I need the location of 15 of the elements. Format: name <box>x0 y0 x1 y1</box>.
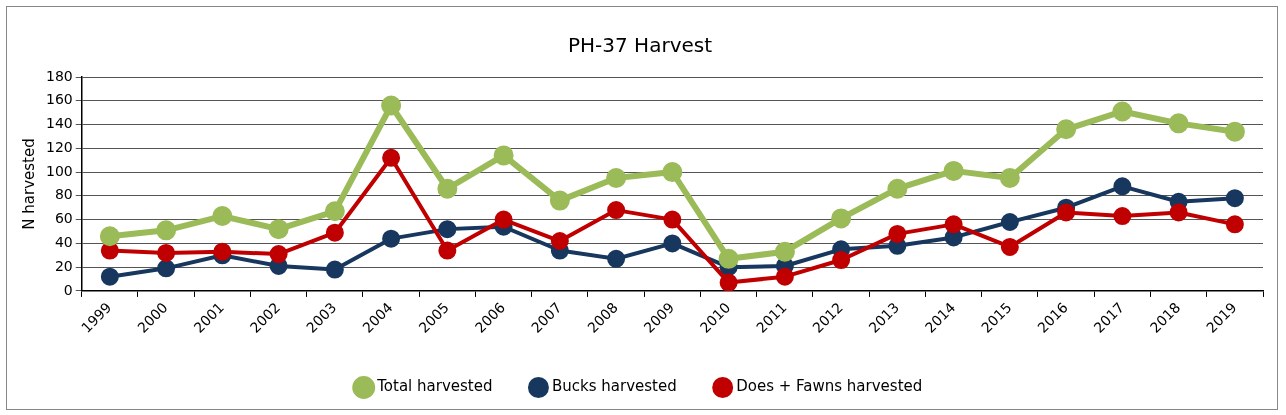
y-tick-label: 180 <box>45 67 73 84</box>
y-tick-label: 40 <box>54 234 73 251</box>
y-tick-label: 160 <box>45 91 73 108</box>
legend-label: Total harvested <box>376 377 493 396</box>
y-tick-label: 80 <box>54 186 73 203</box>
y-tick-label: 20 <box>54 257 73 274</box>
y-tick-label: 100 <box>45 162 73 179</box>
chart-title: PH-37 Harvest <box>567 33 713 58</box>
y-tick-label: 140 <box>45 115 73 132</box>
legend-label: Does + Fawns harvested <box>736 377 923 396</box>
legend-label: Bucks harvested <box>551 377 677 396</box>
y-tick-label: 120 <box>45 138 73 155</box>
y-tick-label: 0 <box>63 281 73 298</box>
y-axis-title: N harvested <box>19 138 38 230</box>
y-tick-label: 60 <box>54 210 73 227</box>
